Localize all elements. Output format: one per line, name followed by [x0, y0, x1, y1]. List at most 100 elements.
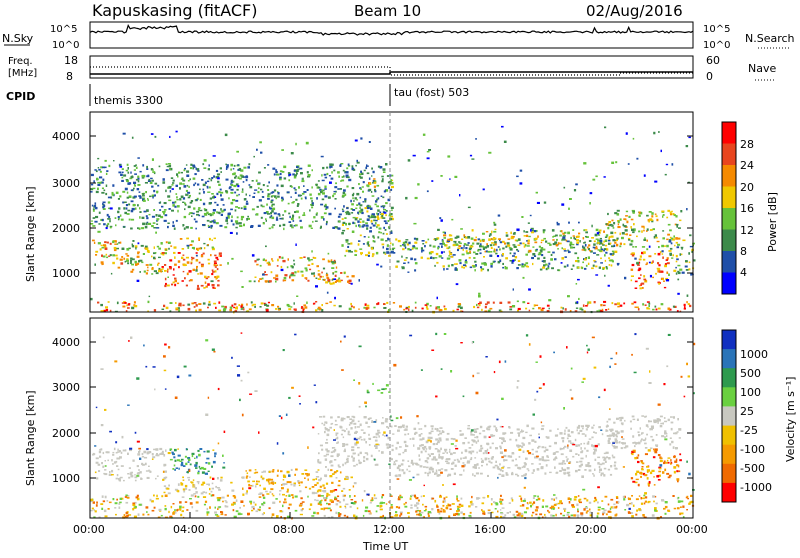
power-cell: [477, 249, 480, 252]
velocity-cell: [569, 449, 573, 452]
power-cell: [475, 253, 479, 255]
velocity-cell: [606, 425, 608, 428]
power-cell: [547, 251, 551, 253]
power-cell: [603, 249, 605, 252]
power-cell: [192, 164, 195, 167]
power-cell: [296, 166, 299, 168]
power-cell: [657, 252, 661, 256]
power-cell: [442, 265, 445, 268]
power-cell: [316, 265, 319, 268]
power-cell: [179, 187, 181, 190]
velocity-cell: [667, 461, 670, 464]
power-cell: [605, 234, 609, 237]
velocity-cell: [632, 449, 636, 452]
velocity-cell: [431, 458, 435, 461]
velocity-cell: [179, 509, 181, 511]
velocity-cell: [667, 333, 671, 336]
velocity-cell: [659, 474, 661, 477]
power-cell: [360, 208, 364, 212]
power-cell: [669, 247, 673, 250]
velocity-cell: [214, 514, 219, 516]
power-cell: [317, 180, 320, 182]
power-cell: [278, 309, 281, 311]
velocity-cell: [119, 456, 122, 459]
power-cell: [202, 302, 206, 305]
power-cell: [142, 253, 145, 255]
power-cell: [132, 240, 135, 242]
power-ytick-3000: 3000: [52, 177, 80, 190]
velocity-cell: [432, 443, 436, 446]
power-cell: [292, 274, 296, 277]
power-cell: [658, 264, 661, 267]
power-cell: [221, 305, 225, 308]
power-cell: [460, 228, 463, 230]
velocity-cell: [645, 347, 649, 350]
power-cell: [102, 263, 104, 265]
velocity-cell: [594, 444, 598, 448]
velocity-cell: [311, 515, 315, 517]
velocity-cell: [194, 464, 198, 467]
power-cell: [371, 255, 374, 258]
power-cell: [606, 247, 608, 250]
power-cell: [372, 182, 374, 184]
power-cell: [102, 208, 106, 210]
velocity-cell: [577, 432, 580, 435]
power-cell: [102, 255, 106, 258]
velocity-cell: [423, 466, 426, 468]
velocity-cell: [559, 470, 562, 472]
power-cell: [467, 206, 471, 209]
power-cell: [120, 262, 124, 265]
power-cell: [598, 266, 601, 269]
velocity-cell: [291, 494, 294, 496]
power-cell: [288, 221, 292, 223]
power-cell: [686, 294, 689, 297]
velocity-cell: [424, 471, 427, 474]
power-cell: [189, 212, 192, 214]
power-cell: [673, 269, 677, 272]
nsky-tick-top: 10^5: [50, 24, 77, 35]
power-cell: [321, 271, 323, 274]
velocity-cell: [357, 446, 360, 449]
power-cell: [182, 270, 185, 273]
power-cell: [243, 223, 245, 227]
velocity-cell: [471, 439, 474, 442]
power-cell: [207, 262, 211, 265]
velocity-cell: [171, 451, 174, 454]
velocity-cell: [640, 497, 643, 500]
power-cell: [361, 186, 364, 188]
power-cell: [658, 246, 660, 249]
velocity-cell: [543, 450, 546, 453]
velocity-cell: [380, 392, 384, 394]
velocity-cell: [535, 506, 539, 509]
power-cell: [454, 175, 458, 178]
velocity-cell: [506, 512, 509, 514]
power-cell: [102, 201, 106, 204]
velocity-cell: [104, 495, 107, 499]
power-cell: [362, 224, 366, 227]
velocity-cell: [413, 462, 415, 464]
velocity-cell: [576, 429, 578, 432]
velocity-cell: [216, 515, 220, 517]
power-cell: [429, 244, 432, 247]
power-cell: [189, 279, 193, 282]
power-cell: [366, 172, 370, 175]
power-cell: [171, 188, 174, 190]
power-cell: [109, 225, 113, 228]
power-cell: [345, 174, 349, 177]
velocity-cell: [517, 428, 520, 431]
velocity-cell: [257, 480, 260, 483]
power-cell: [194, 182, 197, 185]
velocity-cell: [643, 494, 646, 497]
power-cell: [354, 197, 357, 200]
power-cell: [607, 212, 609, 216]
velocity-cell: [128, 340, 130, 342]
power-cell: [223, 208, 226, 211]
power-cell: [317, 278, 321, 280]
power-cell: [117, 216, 120, 219]
power-cell: [529, 214, 532, 217]
velocity-cell: [164, 507, 167, 511]
power-cell: [146, 209, 149, 212]
velocity-cell: [253, 472, 257, 474]
velocity-cell: [649, 471, 653, 475]
velocity-cell: [614, 506, 618, 509]
